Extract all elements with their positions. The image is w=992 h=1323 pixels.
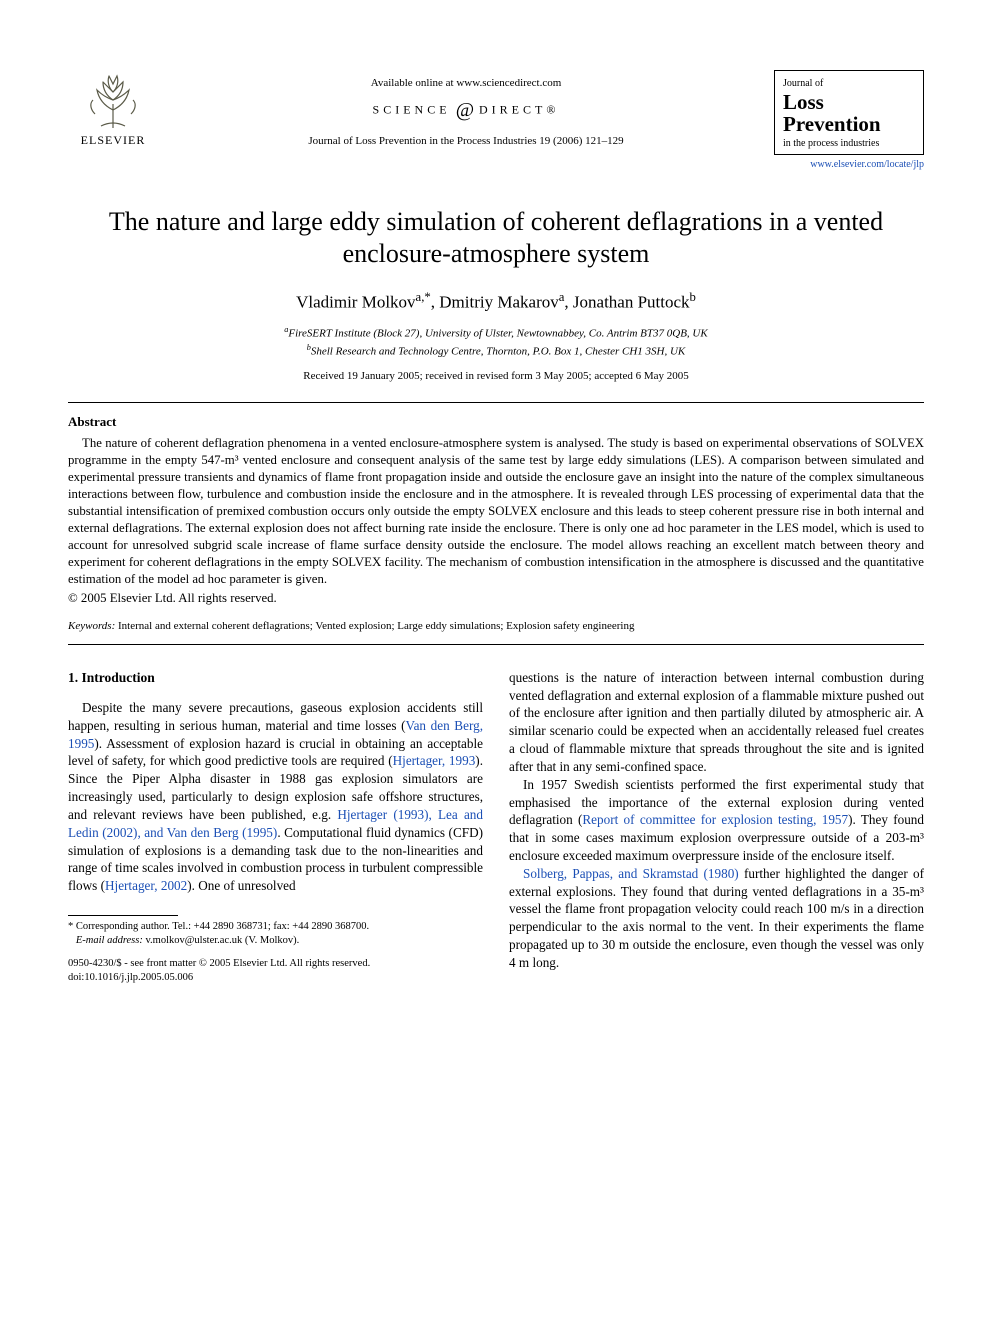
page-header: ELSEVIER Available online at www.science…: [68, 70, 924, 172]
author-3: Jonathan Puttock: [573, 292, 690, 311]
intro-para-2: In 1957 Swedish scientists performed the…: [509, 776, 924, 865]
journal-box-line4: in the process industries: [783, 137, 915, 151]
sd-at-icon: @: [451, 99, 479, 121]
abstract-copyright: © 2005 Elsevier Ltd. All rights reserved…: [68, 590, 924, 607]
sciencedirect-logo: SCIENCE @ DIRECT®: [158, 97, 774, 124]
affil-b: Shell Research and Technology Centre, Th…: [311, 345, 685, 357]
authors-line: Vladimir Molkova,*, Dmitriy Makarova, Jo…: [68, 289, 924, 315]
abstract-text: The nature of coherent deflagration phen…: [68, 436, 924, 586]
affiliations: aFireSERT Institute (Block 27), Universi…: [68, 324, 924, 359]
header-center: Available online at www.sciencedirect.co…: [158, 70, 774, 149]
author-1-sup: a,*: [416, 290, 431, 304]
keywords-line: Keywords: Internal and external coherent…: [68, 619, 924, 634]
journal-url-link[interactable]: www.elsevier.com/locate/jlp: [774, 158, 924, 172]
sd-left: SCIENCE: [373, 102, 451, 116]
p1-e: ). One of unresolved: [187, 878, 295, 893]
section-1-heading: 1. Introduction: [68, 669, 483, 687]
corr-line: * Corresponding author. Tel.: +44 2890 3…: [68, 920, 483, 934]
intro-para-1: Despite the many severe precautions, gas…: [68, 699, 483, 895]
corresponding-author-footnote: * Corresponding author. Tel.: +44 2890 3…: [68, 920, 483, 947]
journal-box-line3: Prevention: [783, 113, 915, 135]
sd-reg-icon: ®: [546, 102, 559, 116]
elsevier-logo-block: ELSEVIER: [68, 70, 158, 148]
ref-report-1957[interactable]: Report of committee for explosion testin…: [582, 812, 848, 827]
keywords-text: Internal and external coherent deflagrat…: [115, 620, 634, 632]
p3-b: further highlighted the danger of extern…: [509, 866, 924, 970]
available-online-line: Available online at www.sciencedirect.co…: [158, 76, 774, 91]
footer-line2: doi:10.1016/j.jlp.2005.05.006: [68, 971, 483, 985]
email-value: v.molkov@ulster.ac.uk (V. Molkov).: [143, 935, 299, 946]
journal-reference: Journal of Loss Prevention in the Proces…: [158, 134, 774, 149]
email-line: E-mail address: v.molkov@ulster.ac.uk (V…: [68, 934, 483, 948]
body-columns: 1. Introduction Despite the many severe …: [68, 669, 924, 985]
author-2: Dmitriy Makarov: [439, 292, 558, 311]
article-dates: Received 19 January 2005; received in re…: [68, 369, 924, 384]
abstract-body: The nature of coherent deflagration phen…: [68, 435, 924, 588]
affil-a: FireSERT Institute (Block 27), Universit…: [288, 328, 707, 340]
intro-para-3: Solberg, Pappas, and Skramstad (1980) fu…: [509, 865, 924, 972]
keywords-label: Keywords:: [68, 620, 115, 632]
right-column: questions is the nature of interaction b…: [509, 669, 924, 985]
author-2-sup: a: [559, 290, 565, 304]
email-label: E-mail address:: [76, 935, 143, 946]
rule-above-abstract: [68, 402, 924, 403]
ref-hjertager-2002[interactable]: Hjertager, 2002: [105, 878, 187, 893]
author-3-sup: b: [690, 290, 696, 304]
journal-box-line1: Journal of: [783, 77, 915, 91]
journal-brand-block: Journal of Loss Prevention in the proces…: [774, 70, 924, 172]
journal-cover-box: Journal of Loss Prevention in the proces…: [774, 70, 924, 155]
ref-hjertager-1993[interactable]: Hjertager, 1993: [393, 753, 476, 768]
footer-line1: 0950-4230/$ - see front matter © 2005 El…: [68, 957, 483, 971]
rule-below-keywords: [68, 644, 924, 645]
elsevier-label: ELSEVIER: [81, 132, 146, 148]
article-title: The nature and large eddy simulation of …: [68, 206, 924, 271]
intro-para-1-cont: questions is the nature of interaction b…: [509, 669, 924, 776]
elsevier-tree-icon: [83, 70, 143, 130]
left-column: 1. Introduction Despite the many severe …: [68, 669, 483, 985]
ref-solberg-1980[interactable]: Solberg, Pappas, and Skramstad (1980): [523, 866, 739, 881]
footer-meta: 0950-4230/$ - see front matter © 2005 El…: [68, 957, 483, 984]
author-1: Vladimir Molkov: [296, 292, 415, 311]
journal-box-line2: Loss: [783, 91, 915, 113]
abstract-heading: Abstract: [68, 413, 924, 431]
footnote-rule: [68, 915, 178, 916]
sd-right: DIRECT: [479, 102, 546, 116]
